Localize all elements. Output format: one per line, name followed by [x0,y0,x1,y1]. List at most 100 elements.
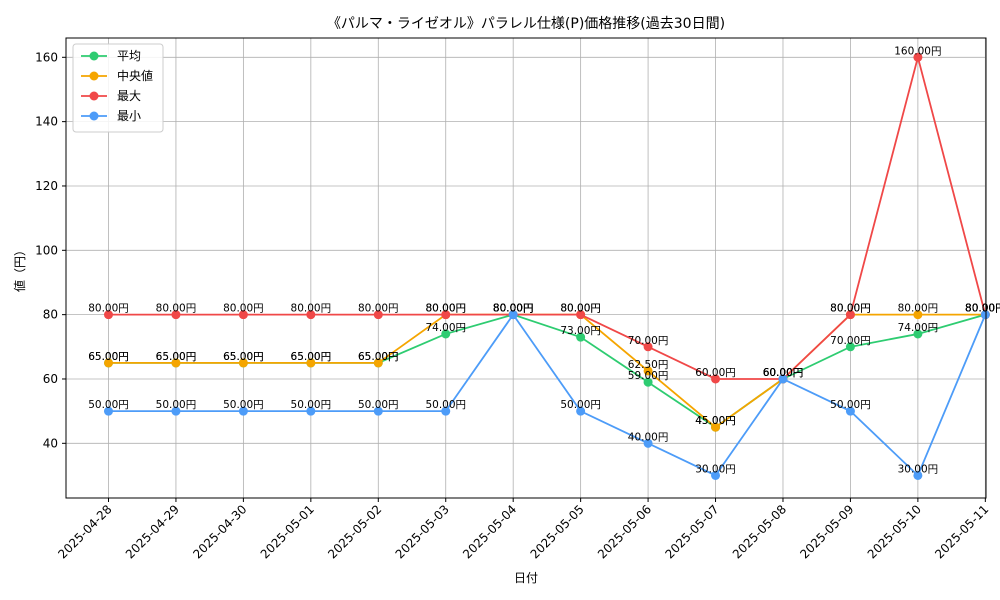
data-label: 45.00円 [695,415,736,427]
data-label: 65.00円 [156,351,197,363]
y-tick-label: 80 [43,308,58,322]
data-label: 160.00円 [894,45,941,57]
x-tick-label: 2025-05-11 [932,502,991,561]
y-tick-label: 160 [35,50,58,64]
grid-layer [66,38,986,498]
data-label: 80.00円 [493,303,534,315]
data-label: 65.00円 [156,351,197,363]
x-tick-label: 2025-04-30 [190,502,249,561]
data-label: 65.00円 [358,351,399,363]
data-label: 40.00円 [628,431,669,443]
x-tick-label: 2025-05-07 [662,502,721,561]
x-tick-label: 2025-05-10 [865,502,924,561]
data-point [238,310,248,320]
data-point [711,374,721,384]
legend-label: 最小 [117,109,141,123]
x-axis-title: 日付 [514,571,538,585]
data-point [373,310,383,320]
data-label: 62.50円 [628,359,669,371]
data-label: 65.00円 [358,351,399,363]
data-point [576,332,586,342]
data-label: 80.00円 [965,303,1000,315]
data-label: 50.00円 [830,399,871,411]
data-label: 60.00円 [763,367,804,379]
legend-item: 平均 [81,49,141,63]
data-label: 80.00円 [560,303,601,315]
data-point [913,329,923,339]
data-point [845,406,855,416]
y-tick-label: 140 [35,115,58,129]
data-label: 74.00円 [425,322,466,334]
data-point [913,52,923,62]
data-point [171,406,181,416]
data-label: 70.00円 [830,335,871,347]
data-label: 80.00円 [560,303,601,315]
data-label: 50.00円 [425,399,466,411]
data-label: 74.00円 [898,322,939,334]
y-tick-label: 120 [35,179,58,193]
series-layer [103,52,990,480]
data-point [643,342,653,352]
data-label: 50.00円 [560,399,601,411]
data-label: 80.00円 [965,303,1000,315]
data-label: 60.00円 [763,367,804,379]
data-point [576,406,586,416]
data-point [103,406,113,416]
data-label: 80.00円 [291,303,332,315]
data-point [373,406,383,416]
x-tick-label: 2025-05-08 [730,502,789,561]
data-label: 30.00円 [695,463,736,475]
data-point [373,358,383,368]
data-label: 60.00円 [763,367,804,379]
data-point [103,358,113,368]
data-label: 65.00円 [223,351,264,363]
data-point [306,310,316,320]
legend-marker [89,71,99,81]
data-label: 50.00円 [358,399,399,411]
data-point [508,310,518,320]
data-point [845,310,855,320]
x-tick-label: 2025-04-29 [123,502,182,561]
data-point [238,406,248,416]
data-label: 65.00円 [223,351,264,363]
data-label: 80.00円 [425,303,466,315]
x-tick-label: 2025-05-06 [595,502,654,561]
legend-label: 最大 [117,89,141,103]
data-label: 65.00円 [88,351,129,363]
data-label: 73.00円 [560,325,601,337]
data-label: 65.00円 [88,351,129,363]
legend-marker [89,91,99,101]
data-label: 80.00円 [358,303,399,315]
legend-item: 中央値 [81,68,153,83]
data-point [643,366,653,376]
data-label: 45.00円 [695,415,736,427]
y-tick-label: 100 [35,243,58,257]
data-label: 50.00円 [156,399,197,411]
data-label: 60.00円 [763,367,804,379]
data-point [441,406,451,416]
data-point [103,310,113,320]
data-point [643,377,653,387]
legend-marker [89,51,99,61]
data-point [441,310,451,320]
data-point [306,406,316,416]
data-label: 80.00円 [965,303,1000,315]
x-tick-label: 2025-05-09 [797,502,856,561]
data-point [441,329,451,339]
data-label-layer: 65.00円 65.00円 65.00円 65.00円 65.00円 74.00円 80.0… [88,45,1000,475]
data-label: 80.00円 [830,303,871,315]
x-tick-label: 2025-05-01 [258,502,317,561]
data-point [711,470,721,480]
data-label: 65.00円 [291,351,332,363]
data-point [711,422,721,432]
data-label: 80.00円 [493,303,534,315]
legend-marker [89,111,99,121]
x-tick-label: 2025-05-02 [325,502,384,561]
series-line [108,313,987,478]
plot-frame [65,37,987,499]
y-axis-title: 値（円） [12,244,27,292]
data-point [913,470,923,480]
data-label: 50.00円 [88,399,129,411]
